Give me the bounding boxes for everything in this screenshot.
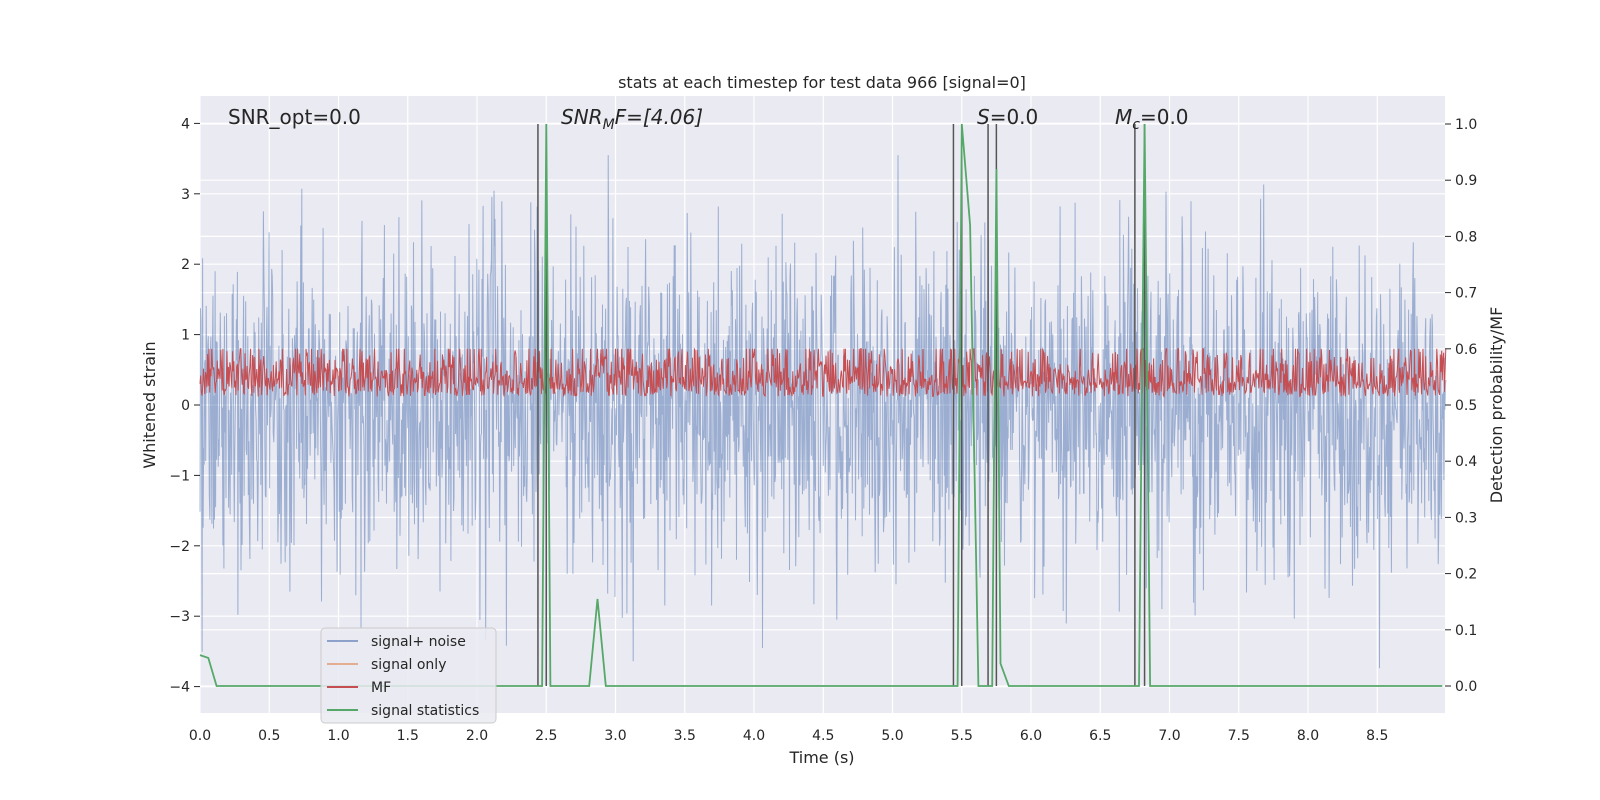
annotation-mc-sub: c [1132,117,1140,133]
y-tick-label: −3 [169,609,190,625]
y2-tick-label: 0.3 [1455,510,1477,526]
y2-tick-label: 0.9 [1455,173,1477,189]
y-axis-label: Whitened strain [140,341,159,468]
y2-tick-label: 0.5 [1455,398,1477,414]
x-axis-label: Time (s) [788,748,854,767]
annotation-mc-value: =0.0 [1140,105,1189,129]
y-tick-label: 0 [181,398,190,414]
legend-label-mf: MF [371,680,391,696]
legend-label-signal-only: signal only [371,657,446,673]
x-tick-label: 6.0 [1020,728,1042,744]
legend-label-signal-noise: signal+ noise [371,634,466,650]
annotation-snr-mf-rest: F=[4.06] [615,105,703,129]
y2-axis-ticks: 1.0 0.9 0.8 0.7 0.6 0.5 0.4 0.3 0.2 0.1 0.0 [1445,117,1477,695]
x-tick-label: 8.5 [1366,728,1388,744]
x-tick-label: 1.0 [327,728,349,744]
annotation-snr-opt: SNR_opt=0.0 [228,105,361,129]
annotation-snr-mf-main: SNR [561,105,603,129]
y2-tick-label: 0.1 [1455,623,1477,639]
series-mf [199,347,1447,399]
y2-tick-label: 0.4 [1455,454,1477,470]
annotation-snr-mf: SNRMF=[4.06] [561,105,703,133]
x-tick-label: 0.0 [189,728,211,744]
y-tick-label: −4 [169,680,190,696]
legend-label-signal-statistics: signal statistics [371,703,479,719]
x-tick-label: 7.0 [1158,728,1180,744]
x-tick-label: 4.0 [743,728,765,744]
x-tick-label: 5.0 [881,728,903,744]
x-tick-label: 8.0 [1297,728,1319,744]
x-tick-label: 2.0 [466,728,488,744]
y2-tick-label: 0.2 [1455,567,1477,583]
y2-tick-label: 0.7 [1455,286,1477,302]
x-axis-ticks: 0.0 0.5 1.0 1.5 2.0 2.5 3.0 3.5 4.0 4.5 5.0 5.5 6.0 6… [189,728,1389,744]
legend-box [320,627,497,724]
y-tick-label: 4 [181,116,190,132]
x-tick-label: 4.5 [812,728,834,744]
y2-tick-label: 1.0 [1455,117,1477,133]
y2-tick-label: 0.6 [1455,342,1477,358]
x-tick-label: 3.0 [604,728,626,744]
x-tick-label: 0.5 [258,728,280,744]
annotation-snr-mf-sub: M [603,117,615,133]
x-tick-label: 7.5 [1228,728,1250,744]
x-tick-label: 6.5 [1089,728,1111,744]
x-tick-label: 3.5 [674,728,696,744]
y-tick-label: 2 [181,257,190,273]
y-tick-label: 3 [181,187,190,203]
y-axis-ticks: 4 3 2 1 0 −1 −2 −3 −4 [169,116,200,696]
series-signal-noise [199,155,1447,669]
series-signal-statistics [199,123,1443,687]
x-tick-label: 1.5 [397,728,419,744]
annotation-s: S=0.0 [977,105,1038,129]
annotation-mc-main: M [1115,105,1132,129]
legend: signal+ noise signal only MF signal stat… [320,627,497,724]
y-tick-label: −2 [169,539,190,555]
y2-axis-label: Detection probability/MF [1487,307,1506,504]
x-tick-label: 2.5 [535,728,557,744]
y-tick-label: 1 [181,328,190,344]
x-tick-label: 5.5 [951,728,973,744]
y-tick-label: −1 [169,468,190,484]
y2-tick-label: 0.0 [1455,679,1477,695]
y2-tick-label: 0.8 [1455,229,1477,245]
chart-title: stats at each timestep for test data 966… [618,73,1026,92]
annotation-s-label: S [977,105,990,129]
annotation-mc: Mc=0.0 [1115,105,1189,133]
annotation-s-value: =0.0 [990,105,1039,129]
